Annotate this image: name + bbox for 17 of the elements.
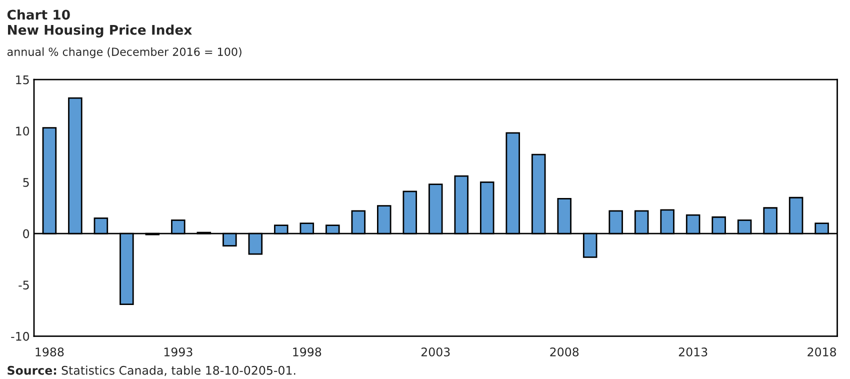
y-tick-label: 5 (23, 178, 29, 187)
x-tick-label: 2013 (678, 347, 708, 356)
x-tick-label: 1993 (164, 347, 192, 356)
chart-subtitle: New Housing Price Index (8, 24, 192, 38)
chart-title: Chart 10 (7, 9, 70, 20)
y-axis-title: annual % change (December 2016 = 100) (7, 47, 242, 58)
x-tick-label: 2018 (808, 347, 836, 356)
y-tick-label: -10 (11, 332, 30, 341)
x-tick-label: 2003 (421, 347, 450, 356)
y-tick-label: -5 (18, 280, 29, 290)
x-tick-label: 2008 (550, 347, 579, 356)
x-tick-label: 1988 (36, 347, 64, 356)
x-tick-label: 1998 (293, 347, 322, 356)
y-tick-label: 10 (16, 126, 30, 136)
y-tick-label: 15 (16, 75, 29, 84)
source-note: Source: Statistics Canada, table 18-10-0205-01. (8, 366, 296, 376)
y-tick-label: 0 (23, 229, 30, 238)
